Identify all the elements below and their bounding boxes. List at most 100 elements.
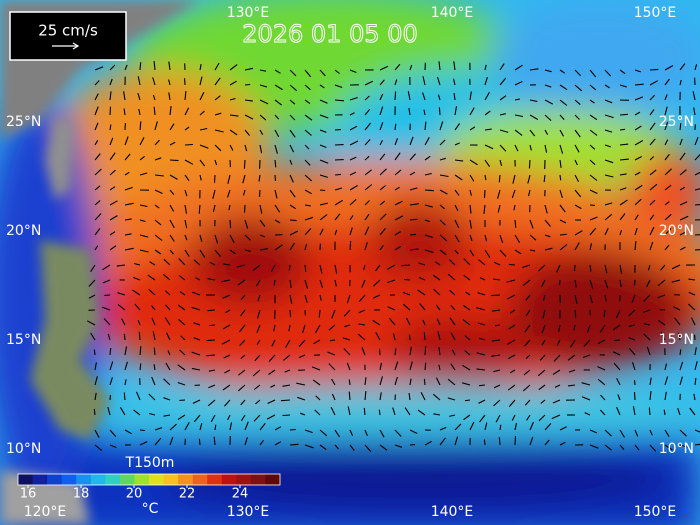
current-vector (506, 279, 516, 283)
current-vector (581, 396, 591, 401)
current-vector (244, 437, 248, 446)
current-vector (179, 349, 186, 356)
current-vector (169, 423, 177, 431)
current-vector (364, 226, 370, 236)
current-vector (244, 219, 249, 229)
current-vector (469, 107, 475, 116)
current-vector (529, 421, 535, 431)
current-vector (364, 429, 368, 437)
current-vector (243, 204, 246, 213)
current-vector (559, 204, 566, 213)
current-vector (604, 69, 612, 77)
current-vector (603, 309, 606, 318)
current-vector (544, 129, 549, 135)
current-vector (484, 234, 488, 242)
current-vector (257, 294, 261, 302)
current-vector (169, 106, 172, 116)
current-vector (139, 204, 148, 208)
current-vector (358, 294, 366, 303)
current-vector (479, 277, 486, 281)
colorbar-swatch (90, 474, 106, 485)
current-vector (450, 363, 456, 371)
current-vector (451, 349, 456, 356)
current-vector (109, 137, 114, 146)
current-vector (147, 274, 156, 281)
current-vector (124, 361, 128, 371)
current-vector (191, 367, 201, 371)
current-vector (600, 394, 606, 401)
current-vector (589, 264, 592, 272)
current-vector (379, 65, 389, 71)
current-vector (454, 204, 459, 212)
current-vector (544, 204, 548, 214)
current-vector (164, 290, 171, 296)
current-vector (619, 444, 625, 450)
current-vector (139, 62, 142, 71)
current-vector (631, 362, 636, 371)
current-vector (526, 414, 531, 421)
current-vector (274, 159, 277, 168)
colorbar-swatch (61, 474, 77, 485)
current-vector (169, 174, 178, 180)
current-vector (409, 153, 417, 161)
current-vector (270, 384, 276, 388)
current-vector (319, 114, 329, 119)
current-vector (574, 189, 582, 198)
current-vector (228, 204, 231, 211)
current-vector (524, 324, 531, 333)
current-vector (551, 414, 561, 420)
current-vector (484, 249, 491, 258)
current-vector (454, 174, 463, 181)
current-vector (116, 264, 126, 267)
current-vector (634, 111, 641, 116)
current-vector (109, 152, 116, 161)
current-vector (184, 91, 187, 101)
current-vector (184, 159, 194, 165)
current-vector (304, 189, 312, 195)
current-vector (649, 80, 658, 86)
current-vector (694, 377, 697, 386)
current-vector (454, 234, 460, 243)
current-vector (124, 346, 128, 356)
current-vector (649, 156, 655, 161)
current-vector (342, 337, 351, 341)
current-vector (559, 174, 562, 181)
current-vector (274, 69, 281, 74)
current-vector (240, 414, 246, 422)
current-vector (319, 214, 328, 221)
colorbar-swatch (236, 474, 252, 485)
current-vector (679, 429, 687, 437)
current-vector (244, 421, 249, 431)
current-vector (392, 333, 396, 341)
current-vector (193, 322, 201, 326)
current-vector (491, 309, 501, 312)
current-vector (574, 242, 580, 251)
current-vector (254, 354, 261, 362)
colorbar: 16 18 20 22 24 T150m °C (17, 455, 281, 517)
current-vector (679, 138, 683, 146)
current-vector (402, 303, 411, 311)
current-vector (199, 63, 202, 71)
current-vector (364, 444, 372, 452)
current-vector (319, 202, 328, 206)
current-vector (689, 407, 696, 416)
current-vector (179, 291, 186, 296)
current-vector (493, 369, 501, 373)
current-vector (88, 279, 96, 287)
bottom-longitude-label: 120°E (24, 504, 67, 520)
current-vector (289, 279, 292, 288)
current-vector (604, 129, 613, 133)
current-vector (349, 140, 359, 146)
current-vector (312, 379, 321, 386)
current-vector (508, 263, 516, 266)
current-vector (319, 129, 327, 133)
current-vector (319, 279, 324, 289)
current-vector (424, 121, 427, 131)
current-vector (282, 414, 291, 417)
current-vector (408, 107, 411, 116)
current-vector (364, 108, 371, 116)
current-vector (679, 215, 689, 221)
current-vector (364, 391, 367, 401)
current-vector (464, 399, 471, 402)
current-vector (139, 429, 146, 432)
